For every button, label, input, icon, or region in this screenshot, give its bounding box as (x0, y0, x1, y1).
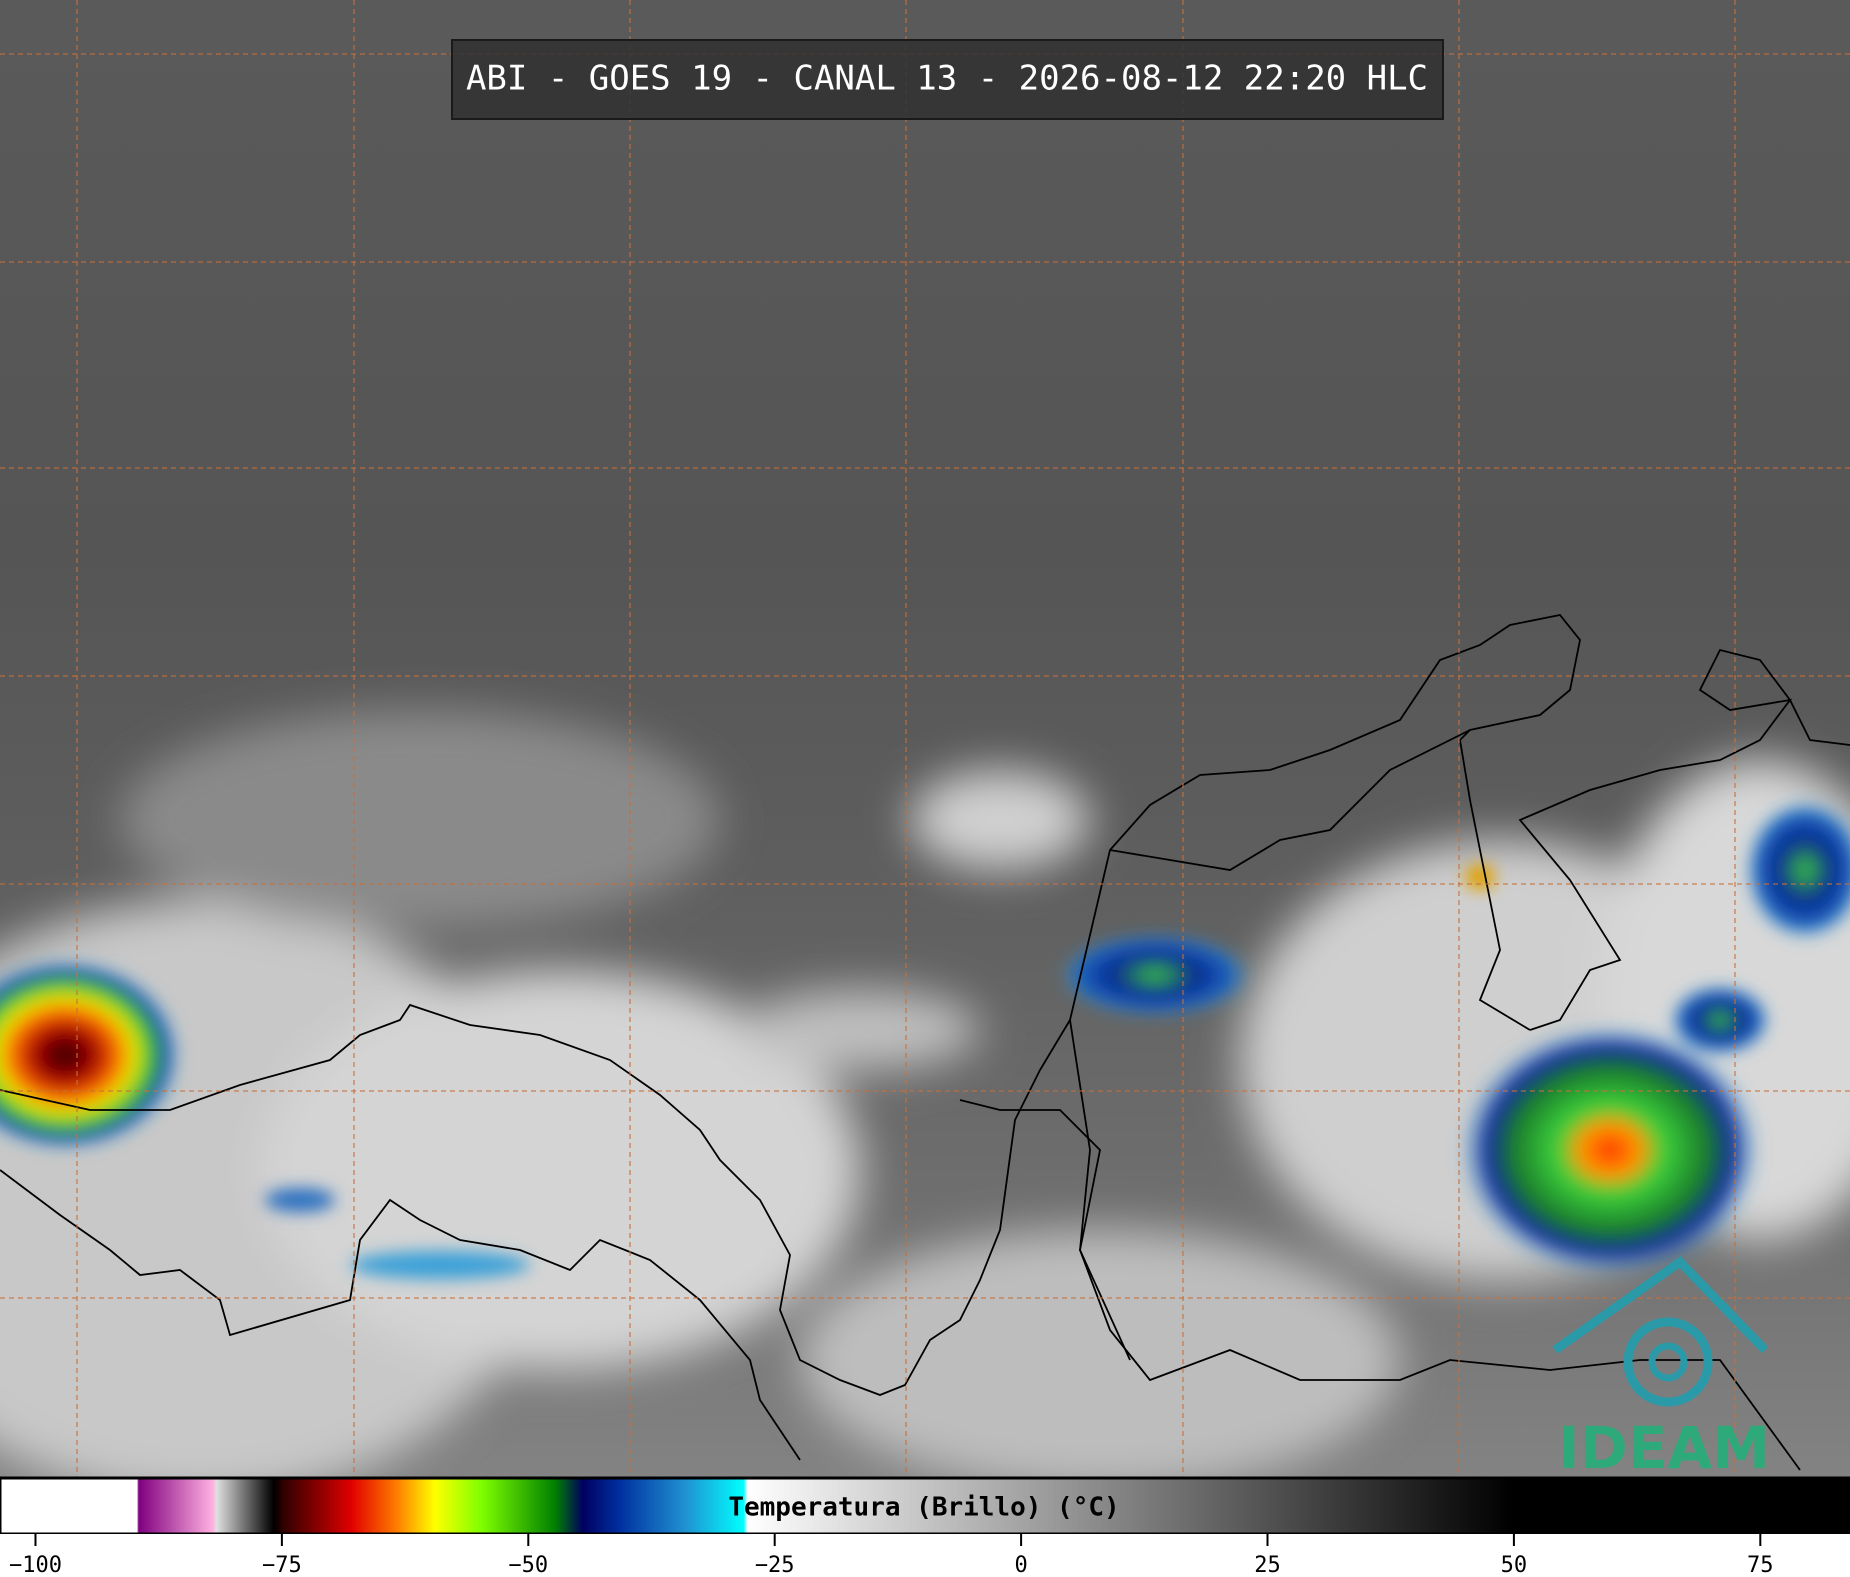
logo-text: IDEAM (1558, 1414, 1770, 1482)
colorbar-tick-label: −50 (508, 1553, 548, 1577)
colorbar-tick-label: −75 (262, 1553, 302, 1577)
colorbar-ticks: −100 −75 −50 −25 0 25 50 75 (9, 1534, 1774, 1577)
lat-lon-grid (0, 0, 1850, 1478)
logo-swirl (1648, 1342, 1688, 1382)
colorbar-tick-label: −100 (9, 1553, 62, 1577)
colorbar-tick-label: 0 (1014, 1553, 1027, 1577)
colorbar-tick-label: 50 (1501, 1553, 1528, 1577)
title: ABI - GOES 19 - CANAL 13 - 2026-08-12 22… (466, 59, 1428, 99)
title-box (451, 39, 1444, 120)
colorbar-tick-label: 25 (1254, 1553, 1281, 1577)
logo: IDEAM (1552, 1256, 1770, 1482)
logo-roof (1552, 1256, 1769, 1354)
colorbar-tick-label: −25 (755, 1553, 795, 1577)
logo-swirl (1623, 1317, 1713, 1407)
colorbar-axis-bg (0, 1534, 1850, 1577)
coastlines (0, 614, 1850, 1471)
storm-cells (0, 800, 1850, 1279)
colorbar-tick-label: 75 (1747, 1553, 1774, 1577)
colorbar-label: Temperatura (Brillo) (°C) (728, 1493, 1119, 1523)
